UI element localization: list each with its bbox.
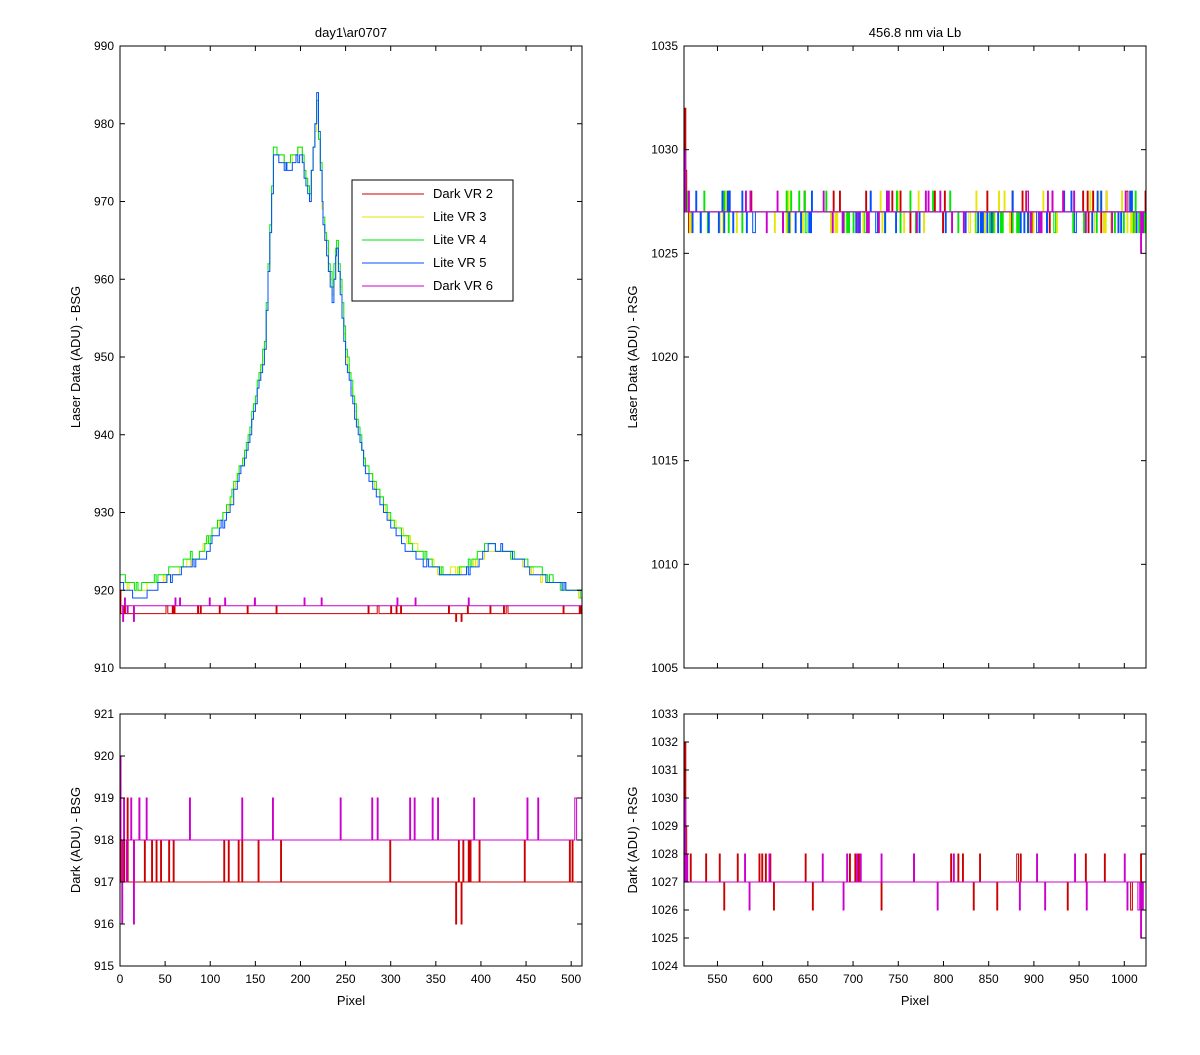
x-tick-label: 150 [245,972,265,986]
x-tick-label: 600 [753,972,773,986]
x-tick-label: 800 [933,972,953,986]
bsg-laser-series-lite-vr-5 [120,92,582,599]
x-tick-label: 300 [381,972,401,986]
y-tick-label: 921 [94,707,114,721]
x-tick-label: 900 [1024,972,1044,986]
y-tick-label: 980 [94,117,114,131]
y-tick-label: 990 [94,39,114,53]
rsg-laser-panel: 1005 1010 1015 1020 1025 1030 1035 456.8 nm via… [625,25,1147,675]
y-tick-label: 960 [94,272,114,286]
legend-label-dark-vr-2: Dark VR 2 [433,186,493,201]
y-tick-label: 1031 [651,763,678,777]
bsg-laser-series-dark-vr-2 [120,589,582,622]
legend: Dark VR 2 Lite VR 3 Lite VR 4 Lite VR 5 … [351,179,514,302]
y-tick-label: 1010 [651,557,678,571]
y-tick-label: 1005 [651,661,678,675]
bsg-dark-series-dark-vr-2 [120,755,582,925]
x-tick-label: 500 [561,972,581,986]
bsg-dark-panel: 915 916 917 918 919 920 921 0 50 100 150 200 250 300 3… [68,707,583,1008]
legend-label-lite-vr-4: Lite VR 4 [433,232,486,247]
bsg-dark-ylabel: Dark (ADU) - BSG [68,787,83,893]
y-tick-label: 940 [94,428,114,442]
rsg-dark-xlabel: Pixel [901,993,929,1008]
rsg-laser-series-dark-vr-6 [684,149,1146,254]
y-tick-label: 1030 [651,143,678,157]
y-tick-label: 1024 [651,959,678,973]
bsg-laser-title: day1\ar0707 [315,25,387,40]
y-tick-label: 920 [94,749,114,763]
bsg-laser-series-group [120,92,582,622]
y-tick-label: 970 [94,195,114,209]
bsg-laser-panel: 910 920 930 940 950 960 970 980 990 day1\ar0707 La… [68,25,583,675]
y-tick-label: 1025 [651,931,678,945]
bsg-dark-series-group [120,755,582,925]
rsg-dark-ylabel: Dark (ADU) - RSG [625,787,640,894]
y-tick-label: 1028 [651,847,678,861]
bsg-dark-xlabel: Pixel [337,993,365,1008]
x-tick-label: 750 [888,972,908,986]
x-tick-label: 550 [707,972,727,986]
legend-label-lite-vr-5: Lite VR 5 [433,255,486,270]
rsg-dark-series-group [684,741,1146,939]
x-tick-label: 100 [200,972,220,986]
y-tick-label: 1027 [651,875,678,889]
y-tick-label: 950 [94,350,114,364]
x-tick-label: 1000 [1111,972,1138,986]
x-tick-label: 400 [471,972,491,986]
rsg-dark-panel: 1024 1025 1026 1027 1028 1029 1030 1031 1032 1033… [625,707,1147,1008]
y-tick-label: 1029 [651,819,678,833]
x-tick-label: 850 [979,972,999,986]
y-tick-label: 1035 [651,39,678,53]
y-tick-label: 1032 [651,735,678,749]
bsg-laser-series-dark-vr-6 [120,597,582,622]
rsg-laser-series-group [684,107,1146,254]
rsg-dark-axes-box [683,713,1147,967]
x-tick-label: 50 [158,972,172,986]
y-tick-label: 918 [94,833,114,847]
x-tick-label: 450 [516,972,536,986]
y-tick-label: 1026 [651,903,678,917]
y-tick-label: 1025 [651,246,678,260]
y-tick-label: 930 [94,506,114,520]
y-tick-label: 1015 [651,454,678,468]
y-tick-label: 920 [94,583,114,597]
bsg-laser-ylabel: Laser Data (ADU) - BSG [68,286,83,428]
y-tick-label: 919 [94,791,114,805]
y-tick-label: 917 [94,875,114,889]
x-tick-label: 0 [117,972,124,986]
rsg-laser-ylabel: Laser Data (ADU) - RSG [625,285,640,428]
x-tick-label: 650 [798,972,818,986]
rsg-dark-series-dark-vr-6 [684,797,1146,939]
y-tick-label: 910 [94,661,114,675]
bsg-dark-series-dark-vr-6 [120,755,582,925]
x-tick-label: 250 [336,972,356,986]
legend-label-lite-vr-3: Lite VR 3 [433,209,486,224]
y-tick-label: 915 [94,959,114,973]
x-tick-label: 950 [1069,972,1089,986]
x-tick-label: 350 [426,972,446,986]
x-tick-label: 200 [290,972,310,986]
y-tick-label: 1030 [651,791,678,805]
rsg-laser-title: 456.8 nm via Lb [869,25,962,40]
legend-label-dark-vr-6: Dark VR 6 [433,278,493,293]
y-tick-label: 1033 [651,707,678,721]
y-tick-label: 916 [94,917,114,931]
x-tick-label: 700 [843,972,863,986]
y-tick-label: 1020 [651,350,678,364]
